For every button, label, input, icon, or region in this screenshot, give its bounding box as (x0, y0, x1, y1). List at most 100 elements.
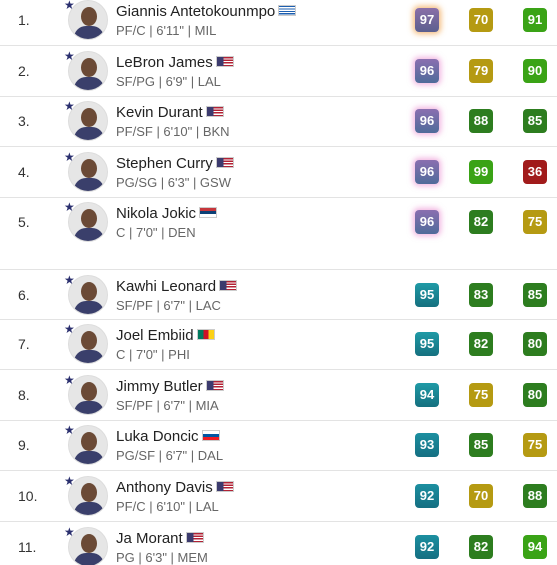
player-name-text[interactable]: Ja Morant (116, 529, 183, 547)
avatar (68, 475, 108, 516)
player-name-text[interactable]: Jimmy Butler (116, 377, 203, 395)
player-name[interactable]: Giannis Antetokounmpo (116, 3, 297, 20)
avatar (68, 425, 108, 466)
player-name-text[interactable]: Anthony Davis (116, 478, 213, 496)
rating-badge: 82 (469, 332, 493, 357)
rating-badge: 92 (415, 483, 439, 508)
all-star-icon: ★ (64, 524, 75, 539)
rank: 6. (18, 286, 30, 303)
rating-badge: 95 (415, 332, 439, 357)
rating-badge: 75 (469, 382, 493, 407)
player-name-text[interactable]: Giannis Antetokounmpo (116, 3, 276, 20)
country-flag (205, 379, 224, 391)
all-star-icon: ★ (64, 99, 75, 114)
avatar (68, 324, 108, 365)
rank: 5. (18, 214, 30, 231)
avatar-body (74, 400, 104, 414)
rank: 7. (18, 336, 30, 353)
player-row: 7. ★ Joel Embiid C | 7'0" | PHI 95 82 80 (0, 319, 557, 371)
avatar-head (81, 158, 97, 178)
player-name-text[interactable]: Kawhi Leonard (116, 277, 217, 295)
player-name[interactable]: Joel Embiid (116, 327, 215, 344)
avatar-body (74, 451, 104, 465)
player-info: PF/SF | 6'10" | BKN (116, 124, 230, 140)
player-name[interactable]: Kawhi Leonard (116, 277, 238, 295)
avatar-body (74, 228, 104, 242)
all-star-icon: ★ (64, 372, 75, 387)
rating-badge: 85 (469, 433, 493, 458)
rating-badge: 79 (469, 58, 493, 83)
avatar-head (81, 331, 97, 351)
all-star-icon: ★ (64, 473, 75, 488)
rating-badge: 88 (469, 109, 493, 134)
rank: 9. (18, 437, 30, 454)
avatar (68, 50, 108, 91)
avatar-body (74, 127, 104, 141)
player-name[interactable]: Anthony Davis (116, 479, 234, 496)
rating-badge: 85 (523, 109, 547, 134)
avatar-body (74, 76, 104, 90)
player-row: 10. ★ Anthony Davis PF/C | 6'10" | LAL 92 70 8… (0, 471, 557, 522)
country-flag (215, 55, 234, 67)
all-star-icon: ★ (64, 149, 75, 164)
player-name-text[interactable]: LeBron James (116, 53, 213, 71)
player-name[interactable]: Luka Doncic (116, 428, 220, 445)
rating-badge: 94 (415, 382, 439, 407)
all-star-icon: ★ (64, 423, 75, 438)
player-name-text[interactable]: Luka Doncic (116, 428, 199, 446)
rank: 3. (18, 113, 30, 130)
country-flag (205, 106, 224, 118)
avatar (68, 0, 108, 40)
avatar-body (74, 300, 104, 314)
country-flag (201, 430, 220, 442)
player-info: PG | 6'3" | MEM (116, 549, 208, 565)
rating-badge: 85 (523, 282, 547, 307)
rank: 4. (18, 163, 30, 180)
avatar (68, 151, 108, 192)
player-name[interactable]: Jimmy Butler (116, 378, 224, 395)
country-flag (215, 480, 234, 492)
rating-badge: 88 (523, 483, 547, 508)
player-row: 3. ★ Kevin Durant PF/SF | 6'10" | BKN 96 88 85 (0, 96, 557, 148)
player-row: 8. ★ Jimmy Butler SF/PF | 6'7" | MIA 94 75 80 (0, 370, 557, 421)
avatar (68, 274, 108, 315)
avatar (68, 101, 108, 142)
rating-badge: 93 (415, 433, 439, 458)
player-name[interactable]: Nikola Jokic (116, 205, 218, 223)
player-name[interactable]: Kevin Durant (116, 104, 224, 121)
rank: 10. (18, 487, 38, 504)
avatar-head (81, 209, 97, 229)
player-info: SF/PG | 6'9" | LAL (116, 73, 221, 89)
player-info: PG/SF | 6'7" | DAL (116, 448, 224, 464)
avatar-body (74, 501, 104, 515)
player-info: PF/C | 6'11" | MIL (116, 23, 217, 38)
rank: 11. (18, 538, 37, 555)
rank: 2. (18, 62, 30, 79)
all-star-icon: ★ (64, 322, 75, 337)
rating-badge: 96 (415, 109, 439, 134)
rating-badge: 82 (469, 210, 493, 235)
player-name[interactable]: LeBron James (116, 54, 234, 71)
player-row: 5. ★ Nikola Jokic C | 7'0" | DEN 96 82 75 (0, 197, 557, 248)
rating-badge: 97 (415, 8, 439, 32)
avatar-head (81, 533, 97, 553)
player-name[interactable]: Ja Morant (116, 530, 204, 547)
rating-badge: 92 (415, 534, 439, 559)
avatar (68, 374, 108, 415)
player-name-text[interactable]: Stephen Curry (116, 154, 213, 172)
avatar-head (81, 7, 97, 26)
avatar-body (74, 350, 104, 364)
rating-badge: 96 (415, 58, 439, 83)
player-name-text[interactable]: Joel Embiid (116, 327, 194, 345)
avatar-head (81, 57, 97, 77)
avatar-body (74, 177, 104, 191)
avatar-head (81, 381, 97, 401)
player-name-text[interactable]: Nikola Jokic (116, 205, 197, 223)
player-name[interactable]: Stephen Curry (116, 155, 234, 172)
player-info: SF/PF | 6'7" | MIA (116, 397, 219, 413)
player-name-text[interactable]: Kevin Durant (116, 104, 203, 122)
player-row: 2. ★ LeBron James SF/PG | 6'9" | LAL 96 79 90 (0, 46, 557, 97)
rating-badge: 94 (523, 534, 547, 559)
rating-badge: 75 (523, 433, 547, 458)
